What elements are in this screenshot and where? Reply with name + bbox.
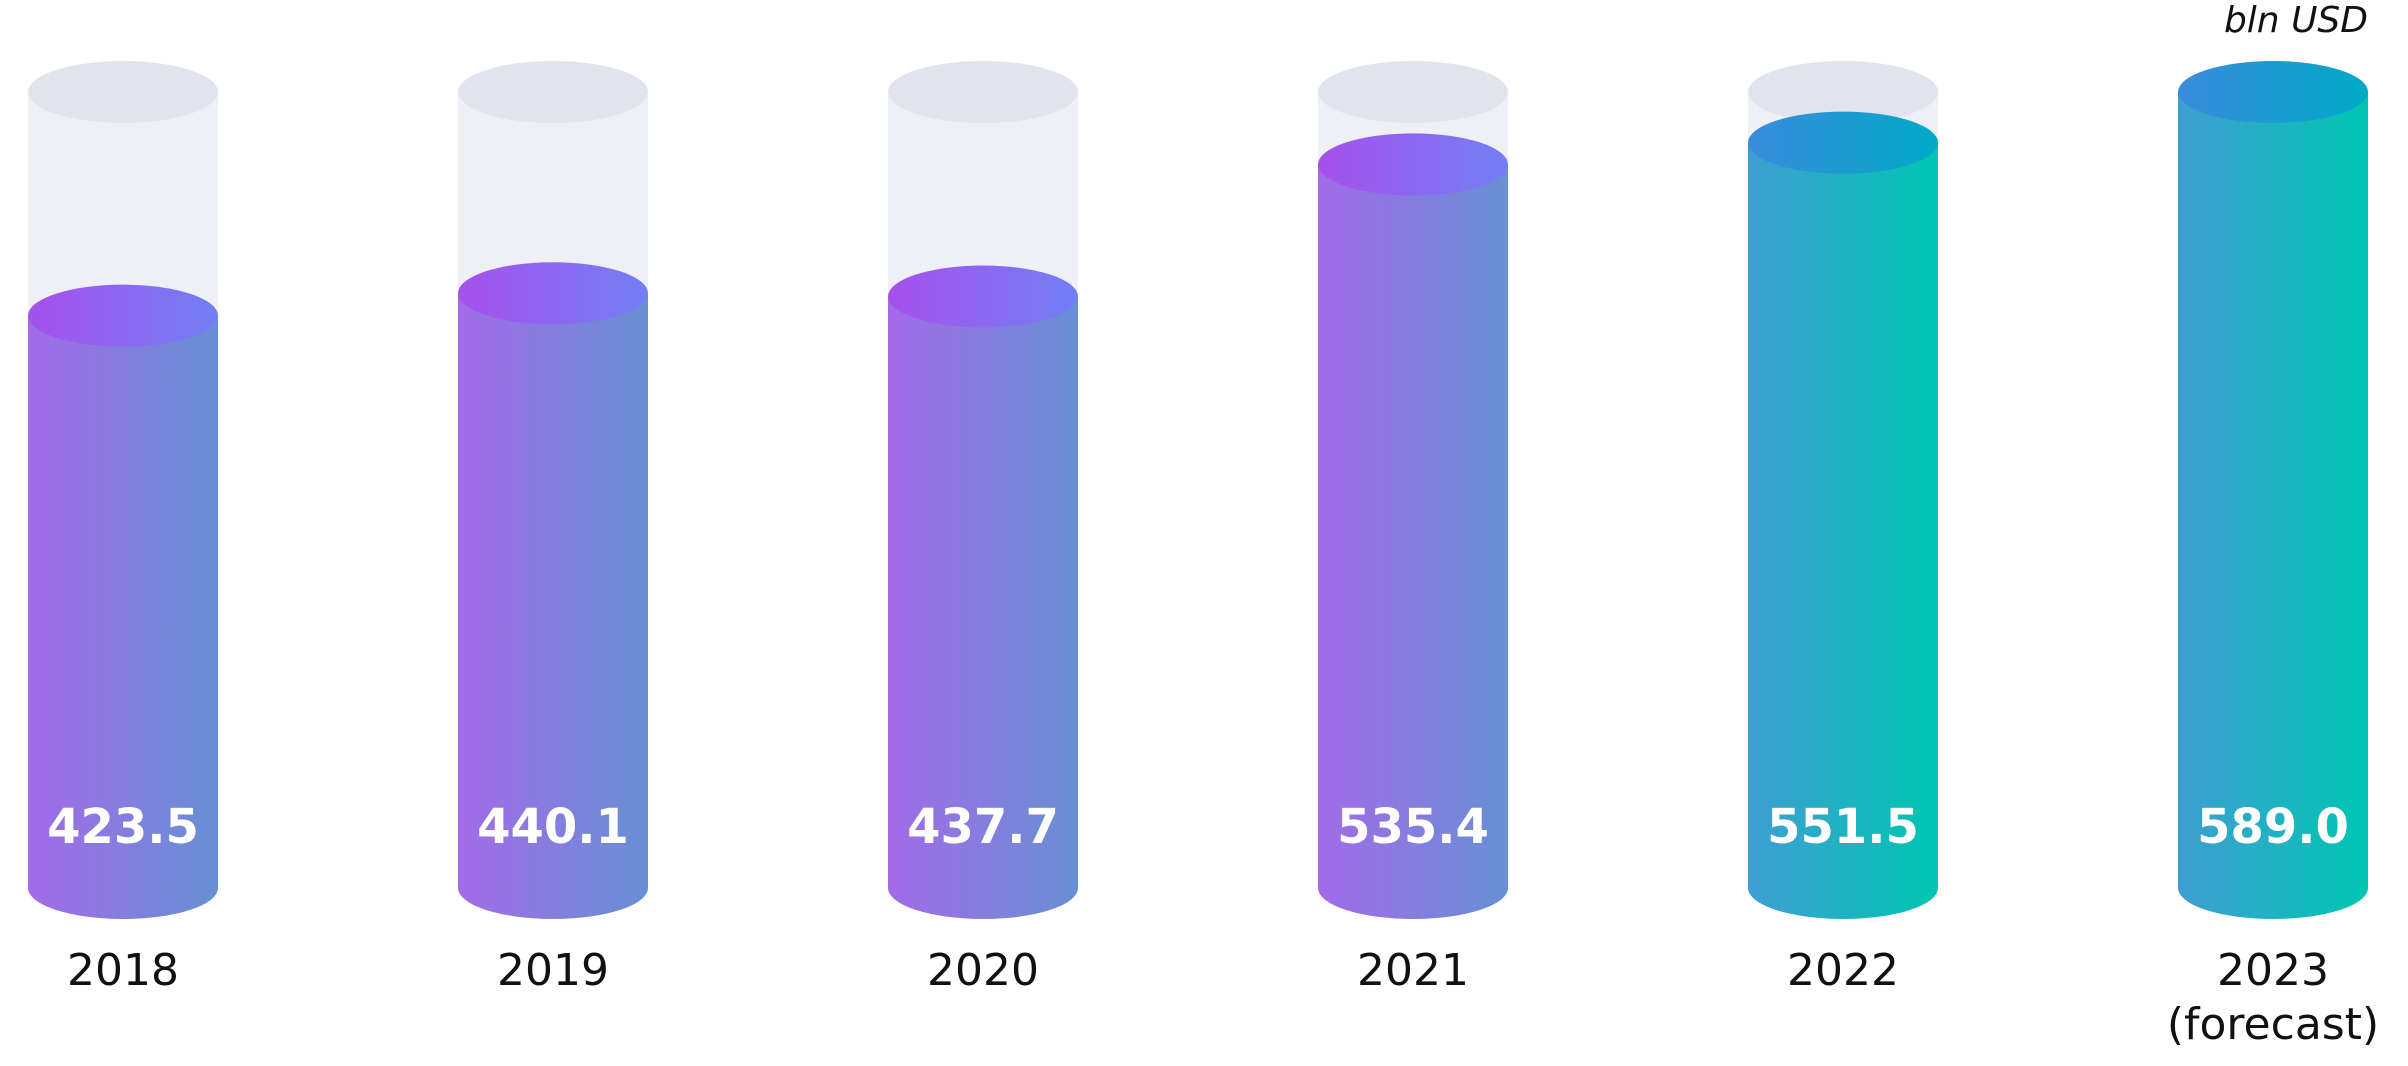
category-label: 2020 — [927, 945, 1039, 996]
cylinder-bar — [2178, 92, 2368, 919]
cylinder-background-top — [28, 61, 218, 123]
category-label: 2021 — [1357, 945, 1469, 996]
cylinder-bar — [1748, 142, 1938, 919]
cylinder-bar — [28, 315, 218, 920]
cylinder-bar-top — [458, 262, 648, 325]
cylinder-background-top — [458, 61, 648, 123]
cylinder-bar-top — [1318, 133, 1508, 196]
cylinder-bar — [1318, 164, 1508, 919]
cylinder-bar-top — [888, 265, 1078, 328]
cylinder-bar-top — [2178, 61, 2368, 123]
category-label: 2022 — [1787, 945, 1899, 996]
cylinder-bar-top — [1748, 111, 1938, 174]
cylinder-bar — [888, 296, 1078, 919]
category-label: 2023 (forecast) — [2166, 945, 2380, 1050]
cylinder-background-top — [1318, 61, 1508, 123]
value-label: 551.5 — [1767, 799, 1919, 855]
value-label: 535.4 — [1337, 799, 1489, 855]
category-label: 2018 — [67, 945, 179, 996]
cylinder-background-top — [1748, 61, 1938, 123]
cylinder-bar-top — [28, 284, 218, 347]
value-label: 437.7 — [907, 799, 1059, 855]
value-label: 423.5 — [47, 799, 199, 855]
unit-label: bln USD — [2223, 0, 2368, 41]
value-label: 440.1 — [477, 799, 629, 855]
value-label: 589.0 — [2197, 799, 2349, 855]
cylinder-bar — [458, 293, 648, 920]
category-label: 2019 — [497, 945, 609, 996]
cylinder-background-top — [888, 61, 1078, 123]
